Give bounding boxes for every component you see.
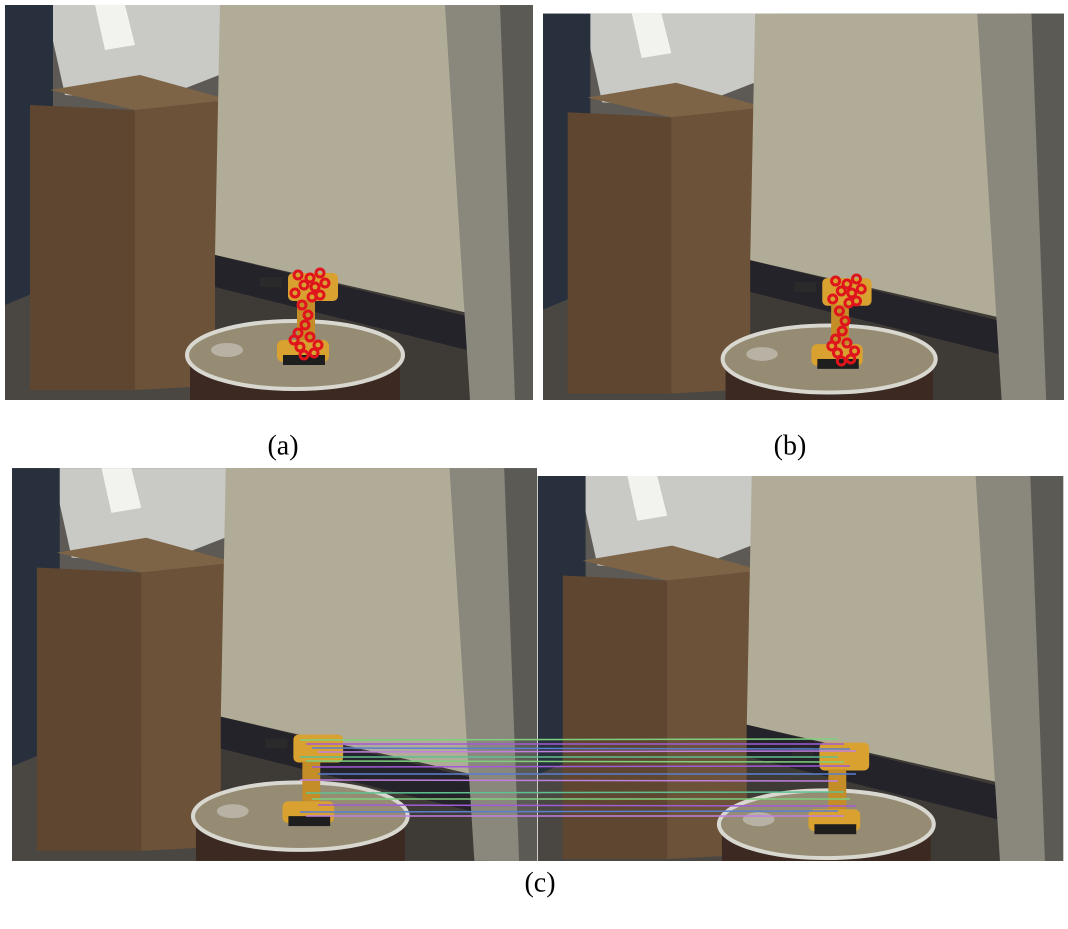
match-line [300, 780, 838, 781]
caption: (b) [774, 430, 807, 461]
panel-a [5, 5, 533, 400]
figure: (a) (b) (c) [0, 0, 1068, 929]
match-line [300, 739, 838, 740]
match-line [306, 761, 844, 762]
caption: (c) [524, 867, 555, 898]
match-line [312, 766, 850, 767]
match-line [318, 751, 856, 752]
match-line [318, 805, 856, 806]
panel-b [543, 0, 1068, 412]
caption: (a) [267, 430, 298, 461]
match-line [312, 748, 850, 749]
match-line [306, 792, 844, 793]
page: (a) (b) (c) (() => { const data = JSON.p… [0, 0, 1068, 929]
panel-c [12, 468, 1068, 871]
match-line [300, 811, 838, 812]
